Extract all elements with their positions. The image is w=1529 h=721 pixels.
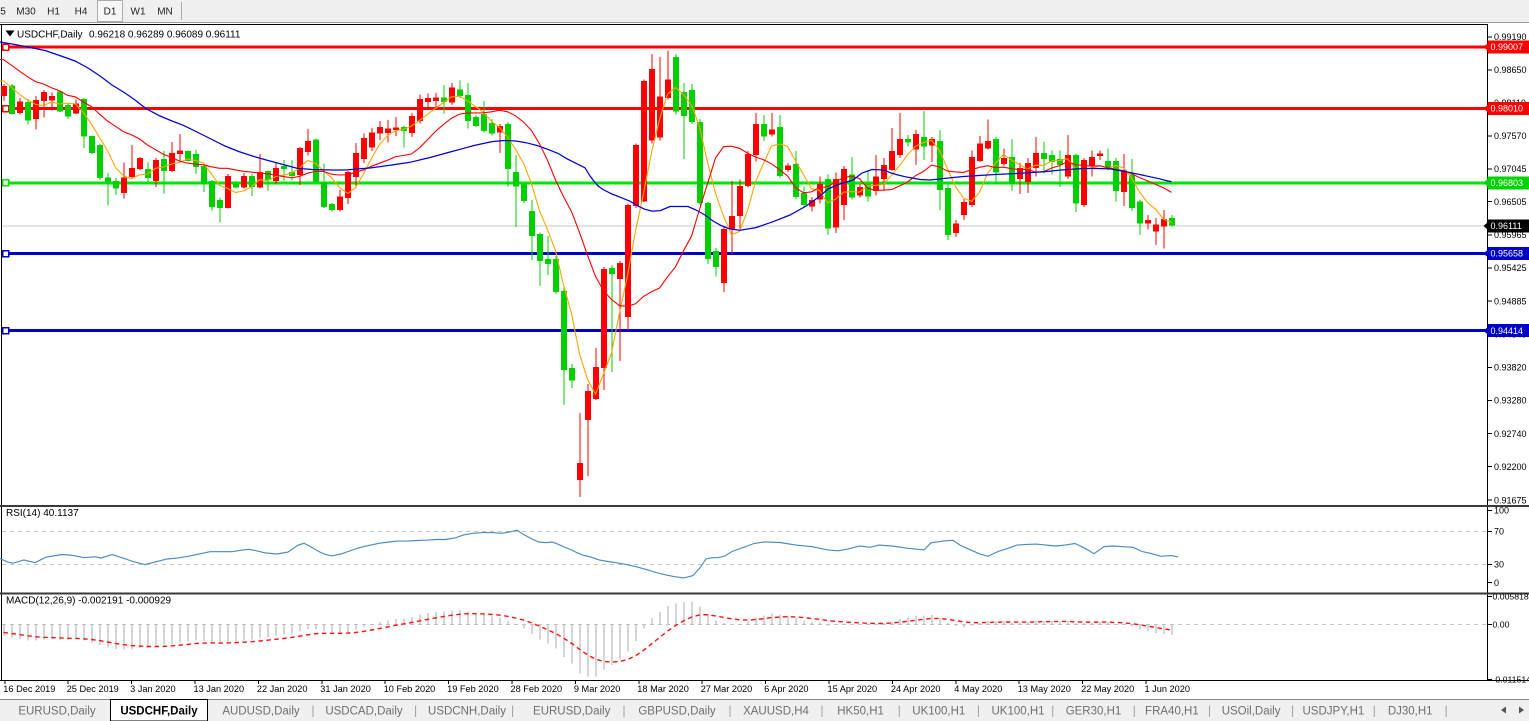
svg-text:0.95658: 0.95658 xyxy=(1491,249,1524,259)
svg-text:0: 0 xyxy=(1494,578,1499,588)
svg-text:UK100,H1: UK100,H1 xyxy=(912,706,965,718)
svg-text:RSI(14) 40.1137: RSI(14) 40.1137 xyxy=(6,508,79,519)
svg-text:27 Mar 2020: 27 Mar 2020 xyxy=(701,684,753,694)
svg-text:0.98010: 0.98010 xyxy=(1491,104,1524,114)
svg-text:0.92200: 0.92200 xyxy=(1494,462,1527,472)
svg-text:0.00: 0.00 xyxy=(1493,619,1510,629)
svg-text:AUDUSD,Daily: AUDUSD,Daily xyxy=(222,706,300,718)
svg-text:USDCHF,Daily: USDCHF,Daily xyxy=(120,706,198,718)
svg-text:5: 5 xyxy=(0,7,6,18)
svg-text:0.98650: 0.98650 xyxy=(1494,65,1527,75)
svg-text:30: 30 xyxy=(1494,560,1504,570)
svg-text:HK50,H1: HK50,H1 xyxy=(837,706,884,718)
svg-text:D1: D1 xyxy=(104,7,117,18)
svg-text:9 Mar 2020: 9 Mar 2020 xyxy=(574,684,620,694)
svg-text:|: | xyxy=(898,706,901,718)
svg-text:24 Apr 2020: 24 Apr 2020 xyxy=(891,684,941,694)
svg-text:28 Feb 2020: 28 Feb 2020 xyxy=(511,684,563,694)
svg-text:USDCAD,Daily: USDCAD,Daily xyxy=(325,706,403,718)
svg-text:GER30,H1: GER30,H1 xyxy=(1066,706,1122,718)
svg-text:|: | xyxy=(1445,706,1448,718)
svg-text:H1: H1 xyxy=(47,7,60,18)
svg-text:18 Mar 2020: 18 Mar 2020 xyxy=(637,684,689,694)
svg-text:0.94885: 0.94885 xyxy=(1494,296,1527,306)
svg-text:25 Dec 2019: 25 Dec 2019 xyxy=(67,684,119,694)
svg-text:0.96111: 0.96111 xyxy=(1491,221,1522,231)
svg-text:|: | xyxy=(1051,706,1054,718)
svg-text:MN: MN xyxy=(157,7,173,18)
svg-text:GBPUSD,Daily: GBPUSD,Daily xyxy=(638,706,716,718)
svg-text:|: | xyxy=(1208,706,1211,718)
svg-text:0.99190: 0.99190 xyxy=(1494,32,1527,42)
svg-text:19 Feb 2020: 19 Feb 2020 xyxy=(447,684,499,694)
svg-text:FRA40,H1: FRA40,H1 xyxy=(1145,706,1199,718)
svg-text:|: | xyxy=(1291,706,1294,718)
svg-text:W1: W1 xyxy=(131,7,146,18)
svg-text:13 May 2020: 13 May 2020 xyxy=(1018,684,1071,694)
svg-text:USDCHF,Daily: USDCHF,Daily xyxy=(17,30,83,41)
svg-text:DJ30,H1: DJ30,H1 xyxy=(1388,706,1433,718)
svg-text:|: | xyxy=(821,706,824,718)
svg-text:13 Jan 2020: 13 Jan 2020 xyxy=(194,684,245,694)
svg-text:31 Jan 2020: 31 Jan 2020 xyxy=(320,684,371,694)
svg-text:0.95425: 0.95425 xyxy=(1494,263,1527,273)
svg-text:0.99007: 0.99007 xyxy=(1491,42,1524,52)
svg-text:USOil,Daily: USOil,Daily xyxy=(1222,706,1281,718)
svg-text:0.96505: 0.96505 xyxy=(1494,197,1527,207)
svg-text:0.93280: 0.93280 xyxy=(1494,396,1527,406)
svg-text:4 May 2020: 4 May 2020 xyxy=(954,684,1002,694)
svg-text:0.93820: 0.93820 xyxy=(1494,363,1527,373)
svg-text:M30: M30 xyxy=(16,7,36,18)
svg-text:0.94414: 0.94414 xyxy=(1491,326,1524,336)
svg-text:0.005818: 0.005818 xyxy=(1493,592,1529,602)
svg-text:|: | xyxy=(1373,706,1376,718)
svg-text:|: | xyxy=(511,706,514,718)
svg-text:|: | xyxy=(623,706,626,718)
svg-text:6 Apr 2020: 6 Apr 2020 xyxy=(764,684,808,694)
svg-text:|: | xyxy=(312,706,315,718)
svg-text:|: | xyxy=(1133,706,1136,718)
svg-text:XAUUSD,H4: XAUUSD,H4 xyxy=(743,706,809,718)
svg-text:USDCNH,Daily: USDCNH,Daily xyxy=(428,706,506,718)
svg-text:1 Jun 2020: 1 Jun 2020 xyxy=(1145,684,1190,694)
svg-text:|: | xyxy=(414,706,417,718)
svg-text:0.92740: 0.92740 xyxy=(1494,429,1527,439)
svg-text:EURUSD,Daily: EURUSD,Daily xyxy=(533,706,611,718)
svg-text:10 Feb 2020: 10 Feb 2020 xyxy=(384,684,436,694)
svg-text:|: | xyxy=(977,706,980,718)
svg-text:UK100,H1: UK100,H1 xyxy=(991,706,1044,718)
svg-text:0.96803: 0.96803 xyxy=(1491,178,1524,188)
svg-text:0.97570: 0.97570 xyxy=(1494,131,1527,141)
svg-text:MACD(12,26,9) -0.002191 -0.000: MACD(12,26,9) -0.002191 -0.000929 xyxy=(6,596,172,607)
svg-text:15 Apr 2020: 15 Apr 2020 xyxy=(828,684,878,694)
svg-text:H4: H4 xyxy=(75,7,88,18)
svg-text:3 Jan 2020: 3 Jan 2020 xyxy=(130,684,175,694)
svg-text:USDJPY,H1: USDJPY,H1 xyxy=(1303,706,1365,718)
svg-text:0.96218 0.96289 0.96089 0.9611: 0.96218 0.96289 0.96089 0.96111 xyxy=(89,30,241,41)
svg-text:0.97045: 0.97045 xyxy=(1494,164,1527,174)
svg-text:-0.011514: -0.011514 xyxy=(1493,675,1529,685)
svg-text:70: 70 xyxy=(1494,527,1504,537)
svg-text:22 May 2020: 22 May 2020 xyxy=(1081,684,1134,694)
svg-text:EURUSD,Daily: EURUSD,Daily xyxy=(18,706,96,718)
svg-text:0.91675: 0.91675 xyxy=(1494,495,1527,505)
svg-text:16 Dec 2019: 16 Dec 2019 xyxy=(3,684,55,694)
svg-text:22 Jan 2020: 22 Jan 2020 xyxy=(257,684,308,694)
svg-text:|: | xyxy=(729,706,732,718)
svg-text:100: 100 xyxy=(1494,506,1509,516)
svg-text:0.95965: 0.95965 xyxy=(1494,230,1527,240)
